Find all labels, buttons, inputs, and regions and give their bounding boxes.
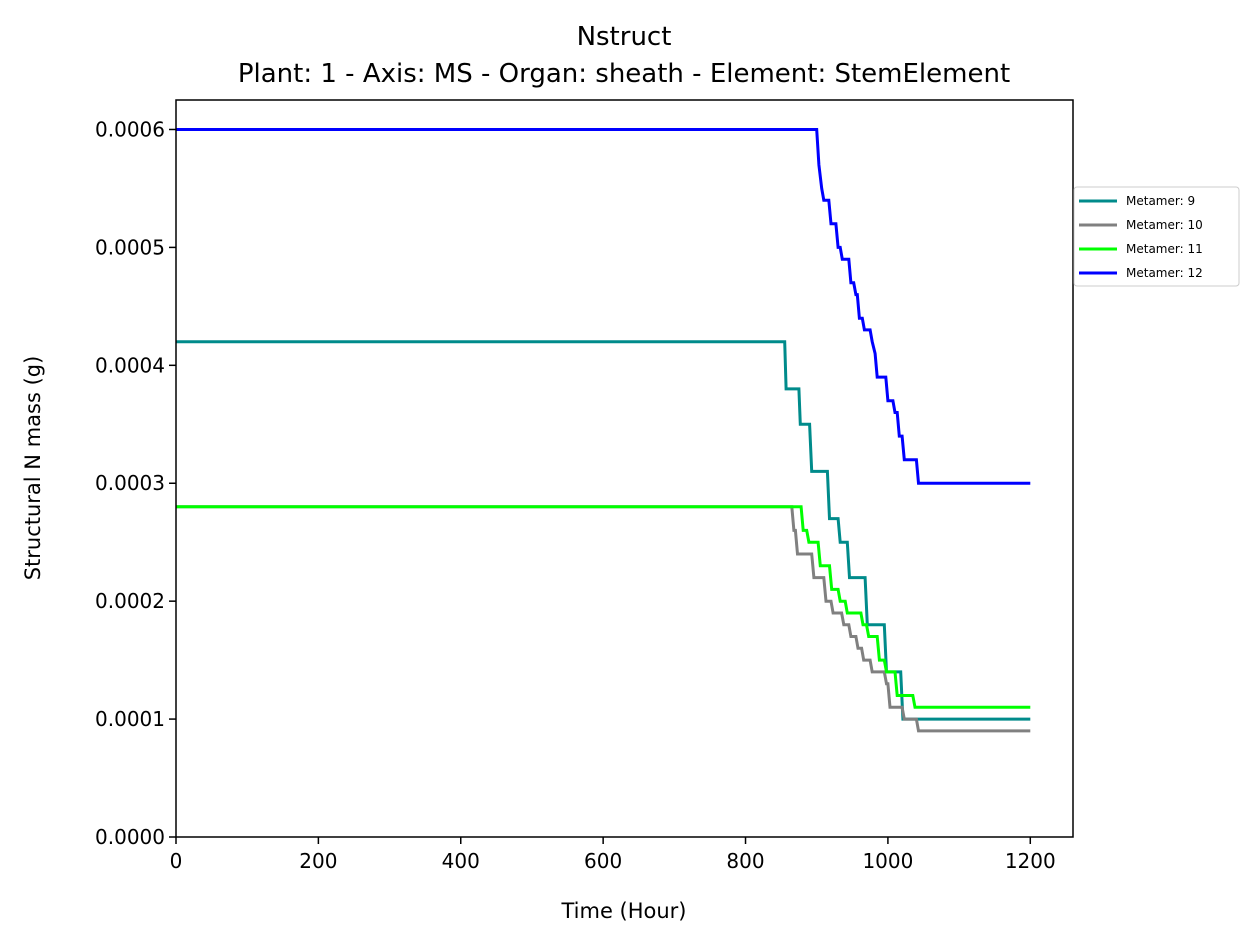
x-axis-label: Time (Hour) [560,899,686,923]
x-tick-label: 800 [726,849,764,873]
y-tick-label: 0.0003 [95,471,165,495]
legend-label: Metamer: 10 [1126,218,1203,232]
y-tick-label: 0.0005 [95,235,165,259]
y-tick-label: 0.0006 [95,117,165,141]
y-tick-label: 0.0004 [95,353,165,377]
series-line-metamer-4 [176,128,1031,485]
x-tick-label: 1200 [1005,849,1056,873]
x-axis-ticks: 0 200 400 600 800 1000 1200 [170,837,1056,873]
legend-label: Metamer: 12 [1126,266,1203,280]
x-tick-label: 1000 [862,849,913,873]
chart-title: Nstruct [577,22,672,52]
series-line-metamer-3 [176,505,1031,709]
x-tick-label: 400 [442,849,480,873]
y-axis-ticks: 0.0000 0.0001 0.0002 0.0003 0.0004 0.0005 0.00… [95,117,176,849]
series-layer [176,128,1031,733]
legend-box [1073,186,1240,287]
x-tick-label: 600 [584,849,622,873]
y-tick-label: 0.0000 [95,825,165,849]
y-tick-label: 0.0002 [95,589,165,613]
y-axis-label: Structural N mass (g) [21,356,45,581]
plot-frame [175,99,1074,838]
y-tick-label: 0.0001 [95,707,165,731]
x-tick-label: 200 [299,849,337,873]
chart-subtitle: Plant: 1 - Axis: MS - Organ: sheath - El… [238,59,1010,89]
legend-label: Metamer: 9 [1126,194,1195,208]
legend-label: Metamer: 11 [1126,242,1203,256]
x-tick-label: 0 [170,849,183,873]
series-line-metamer-2 [176,505,1031,733]
legend: Metamer: 9 Metamer: 10 Metamer: 11 Metamer:… [1073,186,1240,287]
